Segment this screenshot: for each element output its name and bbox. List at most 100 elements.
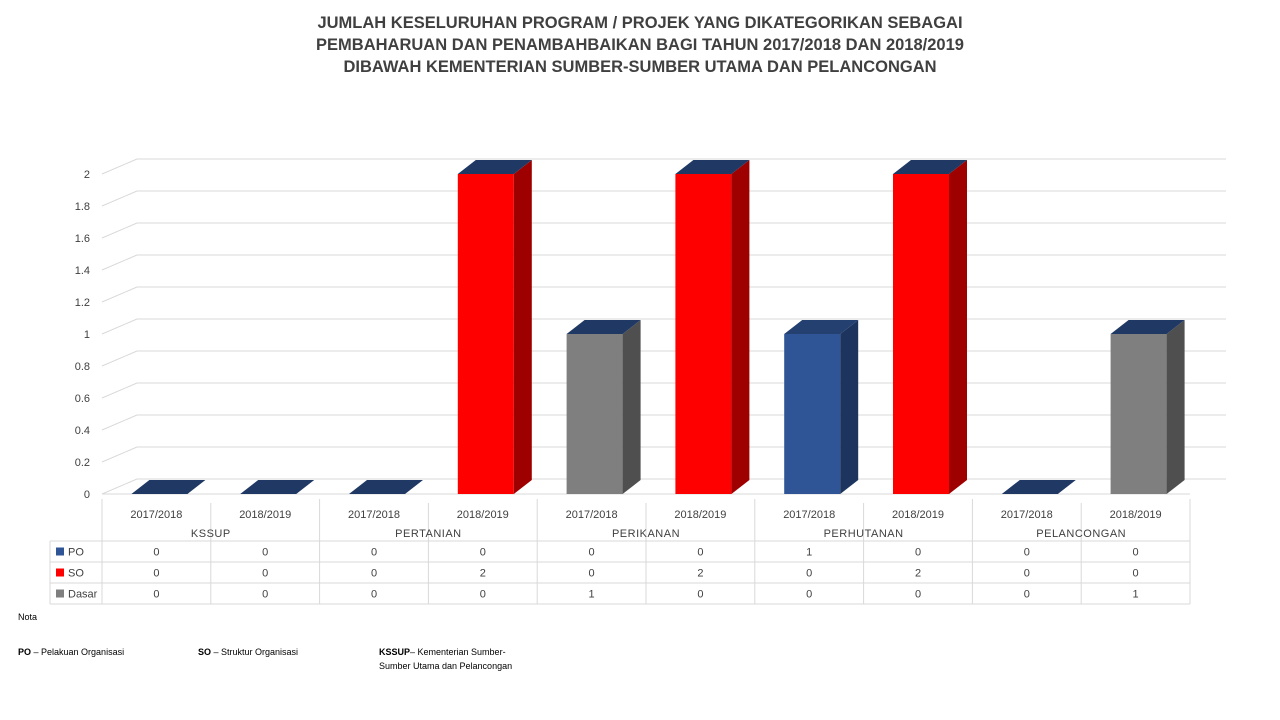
bar-top — [131, 480, 206, 494]
gridline-depth — [101, 414, 138, 431]
x-category-label: 2018/2019 — [457, 509, 509, 521]
data-label: 0 — [806, 568, 812, 580]
data-label: 0 — [915, 589, 921, 601]
note-so-abbr: SO — [198, 647, 212, 657]
x-category-label: 2017/2018 — [783, 509, 835, 521]
bar-top — [1110, 320, 1185, 334]
bar-chart: 0 0.2 0.4 0.6 0.8 1 1.2 1.4 1.6 1.8 2 2017/2018 2018… — [49, 158, 1226, 605]
bar-top — [457, 160, 532, 174]
data-label: 2 — [697, 568, 703, 580]
gridline-depth — [101, 254, 138, 271]
data-label: 0 — [806, 589, 812, 601]
gridline-depth — [101, 382, 138, 399]
y-tick-label: 0.8 — [75, 361, 90, 373]
data-label: 0 — [262, 547, 268, 559]
y-tick-label: 0.2 — [75, 457, 90, 469]
x-category-label: 2017/2018 — [130, 509, 182, 521]
y-tick-label: 1 — [84, 329, 90, 341]
data-label: 0 — [480, 589, 486, 601]
x-category-label: 2018/2019 — [892, 509, 944, 521]
notes-title: Nota — [18, 612, 38, 622]
y-tick-label: 1.8 — [75, 201, 90, 213]
x-category-label: 2018/2019 — [239, 509, 291, 521]
data-label: 0 — [262, 589, 268, 601]
bar-top — [675, 160, 750, 174]
bar-top — [240, 480, 315, 494]
data-label: 0 — [371, 589, 377, 601]
note-po-abbr: PO — [18, 647, 32, 657]
bar-so-7 — [893, 174, 949, 494]
x-group-label: PERTANIAN — [395, 528, 461, 540]
note-kssup: KSSUP– Kementerian Sumber- Sumber Utama d… — [379, 645, 512, 673]
note-kssup-text-2: Sumber Utama dan Pelancongan — [379, 661, 513, 671]
bar-dasar-9 — [1110, 334, 1167, 494]
x-category-label: 2017/2018 — [1001, 509, 1053, 521]
data-label: 0 — [480, 547, 486, 559]
gridline-depth — [101, 350, 138, 367]
legend-label-dasar: Dasar — [68, 589, 98, 601]
gridline-depth — [101, 158, 138, 175]
data-label: 1 — [806, 547, 812, 559]
legend-label-so: SO — [68, 568, 84, 580]
bar-side — [949, 160, 967, 494]
data-label: 0 — [697, 547, 703, 559]
x-group-label: PERIKANAN — [612, 528, 680, 540]
bar-side — [731, 160, 750, 494]
data-label: 0 — [589, 547, 595, 559]
x-category-label: 2018/2019 — [1110, 509, 1162, 521]
data-label: 0 — [262, 568, 268, 580]
x-category-label: 2018/2019 — [674, 509, 726, 521]
note-kssup-text-1: – Kementerian Sumber- — [410, 647, 506, 657]
bar-side — [622, 320, 641, 494]
note-so: SO – Struktur Organisasi — [198, 645, 298, 659]
data-label: 2 — [480, 568, 486, 580]
bar-side — [840, 320, 859, 494]
data-label: 0 — [589, 568, 595, 580]
data-label: 0 — [697, 589, 703, 601]
bar-top — [1001, 480, 1076, 494]
y-tick-label: 1.4 — [75, 265, 90, 277]
y-tick-label: 2 — [84, 169, 90, 181]
data-label: 0 — [1024, 547, 1030, 559]
chart-title-line-3: DIBAWAH KEMENTERIAN SUMBER-SUMBER UTAMA … — [343, 58, 937, 76]
note-kssup-abbr: KSSUP — [379, 647, 411, 657]
x-group-label: PERHUTANAN — [824, 528, 904, 540]
legend-key-dasar — [56, 589, 64, 598]
gridline-depth — [101, 222, 138, 239]
data-label: 0 — [371, 568, 377, 580]
x-group-label: PELANCONGAN — [1036, 528, 1126, 540]
data-label: 1 — [589, 589, 595, 601]
bar-dasar-4 — [566, 334, 623, 494]
data-label: 0 — [1133, 547, 1139, 559]
data-label: 0 — [1133, 568, 1139, 580]
x-category-label: 2017/2018 — [566, 509, 618, 521]
data-label: 0 — [153, 568, 159, 580]
y-tick-label: 0.6 — [75, 393, 90, 405]
x-group-label: KSSUP — [191, 528, 231, 540]
legend-label-po: PO — [68, 547, 84, 559]
gridline-depth — [101, 446, 138, 463]
note-po: PO – Pelakuan Organisasi — [18, 645, 124, 659]
data-label: 0 — [1024, 568, 1030, 580]
bar-side — [513, 160, 532, 494]
bar-po-6 — [784, 334, 841, 494]
data-label: 0 — [1024, 589, 1030, 601]
data-label: 1 — [1133, 589, 1139, 601]
bar-top — [784, 320, 859, 334]
note-so-text: – Struktur Organisasi — [211, 647, 299, 657]
data-label: 0 — [915, 547, 921, 559]
y-tick-label: 0 — [84, 489, 90, 501]
y-tick-label: 1.2 — [75, 297, 90, 309]
gridline-depth — [101, 478, 138, 495]
chart-title-line-1: JUMLAH KESELURUHAN PROGRAM / PROJEK YANG… — [317, 14, 963, 32]
chart-title-line-2: PEMBAHARUAN DAN PENAMBAHBAIKAN BAGI TAHU… — [316, 36, 964, 54]
y-tick-label: 0.4 — [75, 425, 90, 437]
legend-key-po — [56, 547, 64, 556]
bar-so-3 — [457, 174, 514, 494]
gridline-depth — [101, 318, 138, 335]
x-category-label: 2017/2018 — [348, 509, 400, 521]
data-label: 0 — [153, 547, 159, 559]
bar-side — [1166, 320, 1185, 494]
gridline-depth — [101, 286, 138, 303]
chart-title: JUMLAH KESELURUHAN PROGRAM / PROJEK YANG… — [0, 12, 1280, 78]
